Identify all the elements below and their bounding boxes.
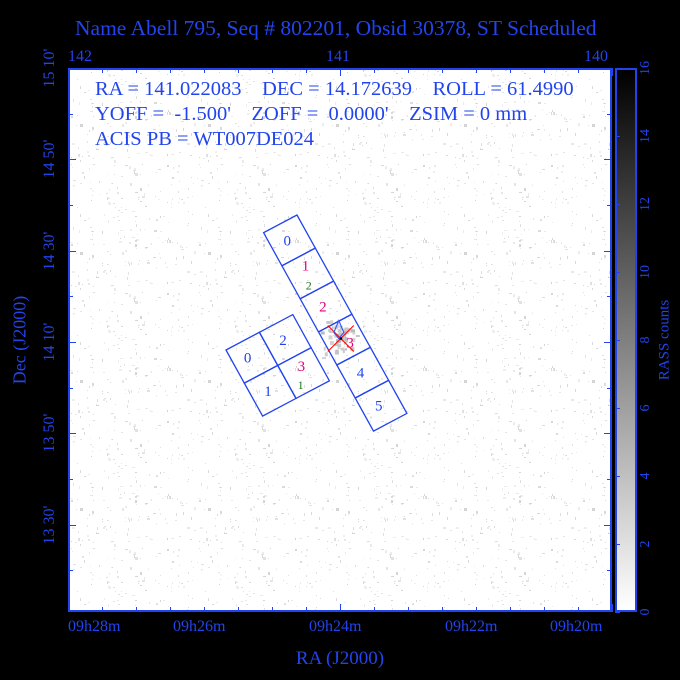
svg-text:2: 2 [319,300,327,316]
svg-text:4: 4 [357,366,365,382]
svg-text:2: 2 [279,333,287,349]
svg-text:3: 3 [346,336,354,352]
svg-text:3: 3 [298,359,306,375]
svg-text:2: 2 [306,278,312,292]
svg-text:5: 5 [375,399,383,415]
svg-text:1: 1 [298,378,304,392]
svg-text:1: 1 [302,258,310,274]
svg-text:1: 1 [264,384,272,400]
svg-text:0: 0 [284,233,292,249]
svg-text:0: 0 [244,351,252,367]
